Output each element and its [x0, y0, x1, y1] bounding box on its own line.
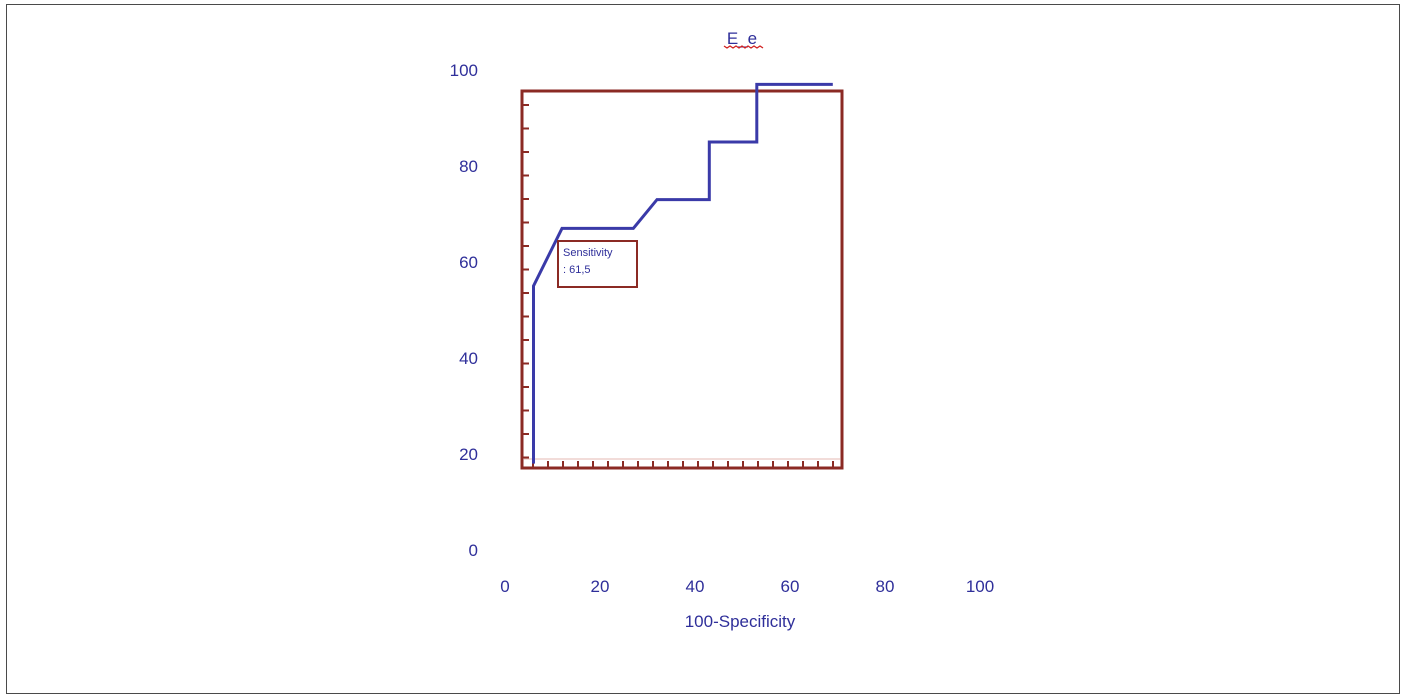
title-spellcheck-underline	[723, 45, 764, 49]
x-tick-labels: 0 20 40 60 80 100	[500, 577, 994, 596]
y-tick-label: 60	[459, 253, 478, 272]
x-tick-label: 20	[591, 577, 610, 596]
left-axis-ticks	[522, 104, 529, 459]
annotation-box	[557, 240, 638, 288]
chart-title-group: E_e	[723, 29, 764, 49]
x-tick-label: 100	[966, 577, 994, 596]
y-tick-label: 0	[469, 541, 478, 560]
sensitivity-annotation: Sensitivity : 61,5	[557, 240, 638, 288]
chart-title: E_e	[727, 29, 757, 48]
annotation-value: : 61,5	[563, 264, 591, 276]
x-tick-label: 60	[781, 577, 800, 596]
annotation-label: Sensitivity	[563, 247, 613, 259]
y-tick-label: 80	[459, 157, 478, 176]
y-tick-label: 40	[459, 349, 478, 368]
y-tick-label: 100	[450, 61, 478, 80]
x-tick-label: 80	[876, 577, 895, 596]
roc-curve	[532, 82, 833, 464]
x-axis-title: 100-Specificity	[685, 612, 796, 631]
x-tick-label: 0	[500, 577, 509, 596]
x-tick-label: 40	[686, 577, 705, 596]
y-tick-label: 20	[459, 445, 478, 464]
y-tick-labels: 0 20 40 60 80 100	[450, 61, 478, 560]
bottom-axis-ticks	[532, 461, 834, 468]
roc-chart: E_e 0 20 40 60 80 100 0 20 40 60 80 100 Sensitivit…	[450, 29, 995, 631]
